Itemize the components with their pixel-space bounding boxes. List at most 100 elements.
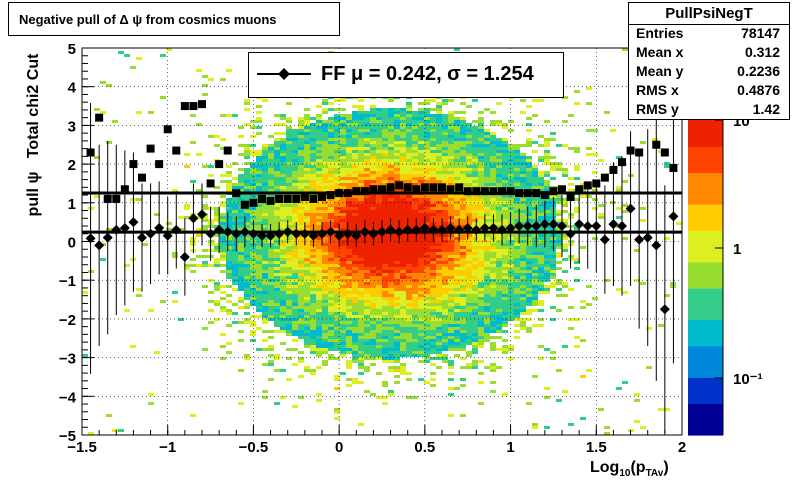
heatmap-cell [532, 183, 538, 186]
heatmap-cell [364, 177, 370, 180]
heatmap-cell [250, 126, 256, 129]
heatmap-cell [412, 288, 418, 291]
heatmap-cell [520, 270, 526, 273]
heatmap-cell [382, 228, 388, 231]
heatmap-cell [574, 168, 580, 171]
heatmap-cell [460, 144, 466, 147]
heatmap-cell [466, 159, 472, 162]
heatmap-cell [508, 246, 514, 249]
heatmap-cell [400, 222, 406, 225]
heatmap-cell [268, 318, 274, 321]
heatmap-cell [418, 291, 424, 294]
heatmap-cell [322, 165, 328, 168]
heatmap-cell [304, 258, 310, 261]
heatmap-cell [502, 276, 508, 279]
heatmap-cell [358, 180, 364, 183]
heatmap-cell [472, 147, 478, 150]
heatmap-cell [388, 390, 394, 393]
heatmap-cell [406, 222, 412, 225]
heatmap-cell [418, 321, 424, 324]
heatmap-cell [244, 168, 250, 171]
color-bar-segment [688, 288, 723, 294]
heatmap-cell [244, 198, 250, 201]
heatmap-cell [538, 267, 544, 270]
heatmap-cell [250, 150, 256, 153]
heatmap-cell [430, 327, 436, 330]
heatmap-cell [508, 282, 514, 285]
heatmap-cell [358, 138, 364, 141]
heatmap-cell [544, 198, 550, 201]
heatmap-cell [448, 249, 454, 252]
heatmap-cell [250, 333, 256, 336]
heatmap-cell [298, 168, 304, 171]
heatmap-cell [244, 213, 250, 216]
heatmap-cell [454, 153, 460, 156]
heatmap-cell [592, 129, 598, 132]
heatmap-cell [268, 162, 274, 165]
heatmap-cell [544, 396, 550, 399]
heatmap-cell [406, 204, 412, 207]
heatmap-cell [322, 345, 328, 348]
heatmap-cell [484, 243, 490, 246]
heatmap-cell [478, 237, 484, 240]
heatmap-cell [244, 252, 250, 255]
heatmap-cell [262, 294, 268, 297]
heatmap-cell [394, 240, 400, 243]
heatmap-cell [412, 303, 418, 306]
heatmap-cell [274, 222, 280, 225]
heatmap-cell [352, 333, 358, 336]
heatmap-cell [544, 186, 550, 189]
heatmap-cell [94, 156, 100, 159]
heatmap-cell [274, 354, 280, 357]
heatmap-cell [502, 321, 508, 324]
heatmap-cell [424, 381, 430, 384]
heatmap-cell [418, 351, 424, 354]
heatmap-cell [280, 318, 286, 321]
heatmap-cell [514, 258, 520, 261]
heatmap-cell [496, 144, 502, 147]
heatmap-cell [472, 144, 478, 147]
heatmap-cell [382, 180, 388, 183]
heatmap-cell [268, 297, 274, 300]
heatmap-cell [304, 243, 310, 246]
heatmap-cell [382, 282, 388, 285]
heatmap-cell [436, 327, 442, 330]
heatmap-cell [232, 216, 238, 219]
heatmap-cell [514, 273, 520, 276]
heatmap-cell [274, 282, 280, 285]
heatmap-cell [316, 345, 322, 348]
heatmap-cell [466, 297, 472, 300]
heatmap-cell [244, 297, 250, 300]
heatmap-cell [352, 105, 358, 108]
heatmap-cell [496, 303, 502, 306]
heatmap-cell [532, 423, 538, 426]
heatmap-cell [286, 117, 292, 120]
heatmap-cell [472, 222, 478, 225]
heatmap-cell [340, 147, 346, 150]
heatmap-cell [448, 393, 454, 396]
heatmap-cell [304, 204, 310, 207]
heatmap-cell [340, 180, 346, 183]
heatmap-cell [424, 162, 430, 165]
heatmap-cell [274, 258, 280, 261]
heatmap-cell [298, 138, 304, 141]
heatmap-cell [334, 210, 340, 213]
heatmap-cell [322, 363, 328, 366]
heatmap-cell [292, 324, 298, 327]
heatmap-cell [484, 273, 490, 276]
heatmap-cell [232, 183, 238, 186]
heatmap-cell [340, 141, 346, 144]
heatmap-cell [328, 243, 334, 246]
heatmap-cell [412, 198, 418, 201]
heatmap-cell [406, 309, 412, 312]
heatmap-cell [232, 261, 238, 264]
heatmap-cell [406, 129, 412, 132]
heatmap-cell [526, 318, 532, 321]
heatmap-cell [502, 210, 508, 213]
heatmap-cell [322, 315, 328, 318]
heatmap-cell [394, 237, 400, 240]
heatmap-cell [436, 366, 442, 369]
heatmap-cell [232, 273, 238, 276]
heatmap-cell [454, 207, 460, 210]
heatmap-cell [226, 219, 232, 222]
